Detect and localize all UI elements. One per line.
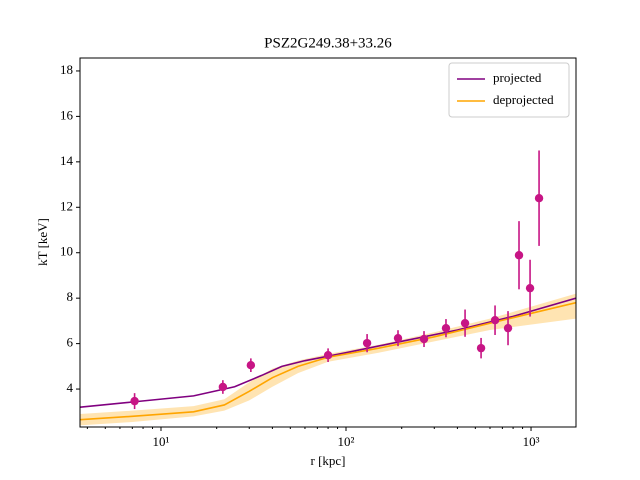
x-tick-label: 10¹ (153, 434, 170, 449)
y-axis-label: kT [keV] (35, 218, 50, 266)
data-point (503, 323, 513, 333)
axes: 10¹ 10² 10³ 4 6 8 10 12 14 16 18 (60, 62, 540, 449)
chart-title: PSZ2G249.38+33.26 (264, 35, 392, 51)
data-point (490, 316, 500, 325)
data-point (476, 343, 486, 353)
y-tick-label: 12 (60, 198, 73, 213)
y-tick-label: 8 (67, 289, 74, 304)
data-point (419, 334, 429, 344)
legend: projected deprojected (448, 62, 570, 118)
series-line (80, 297, 576, 409)
data-point (441, 323, 451, 333)
data-point (460, 318, 470, 328)
y-tick-label: 4 (67, 380, 74, 395)
legend-label: deprojected (493, 92, 554, 107)
legend-label: projected (493, 70, 542, 85)
data-point (323, 350, 333, 360)
y-tick-label: 16 (60, 107, 74, 122)
x-tick-label: 10² (338, 434, 355, 449)
data-point (514, 251, 524, 260)
data-point (130, 396, 139, 406)
y-tick-label: 18 (60, 62, 73, 77)
y-tick-label: 10 (60, 244, 73, 259)
data-point (393, 333, 403, 343)
x-tick-label: 10³ (523, 434, 540, 449)
y-tick-label: 14 (60, 153, 74, 168)
x-axis-label: r [kpc] (310, 453, 345, 468)
plot-area (80, 150, 576, 426)
series-line (80, 301, 576, 421)
y-tick-label: 6 (67, 335, 74, 350)
data-point (525, 283, 535, 293)
legend-box (448, 62, 570, 118)
data-point (362, 338, 372, 348)
data-point (246, 360, 256, 370)
data-point (534, 193, 544, 203)
axes-frame (79, 57, 577, 428)
data-point (218, 382, 228, 392)
